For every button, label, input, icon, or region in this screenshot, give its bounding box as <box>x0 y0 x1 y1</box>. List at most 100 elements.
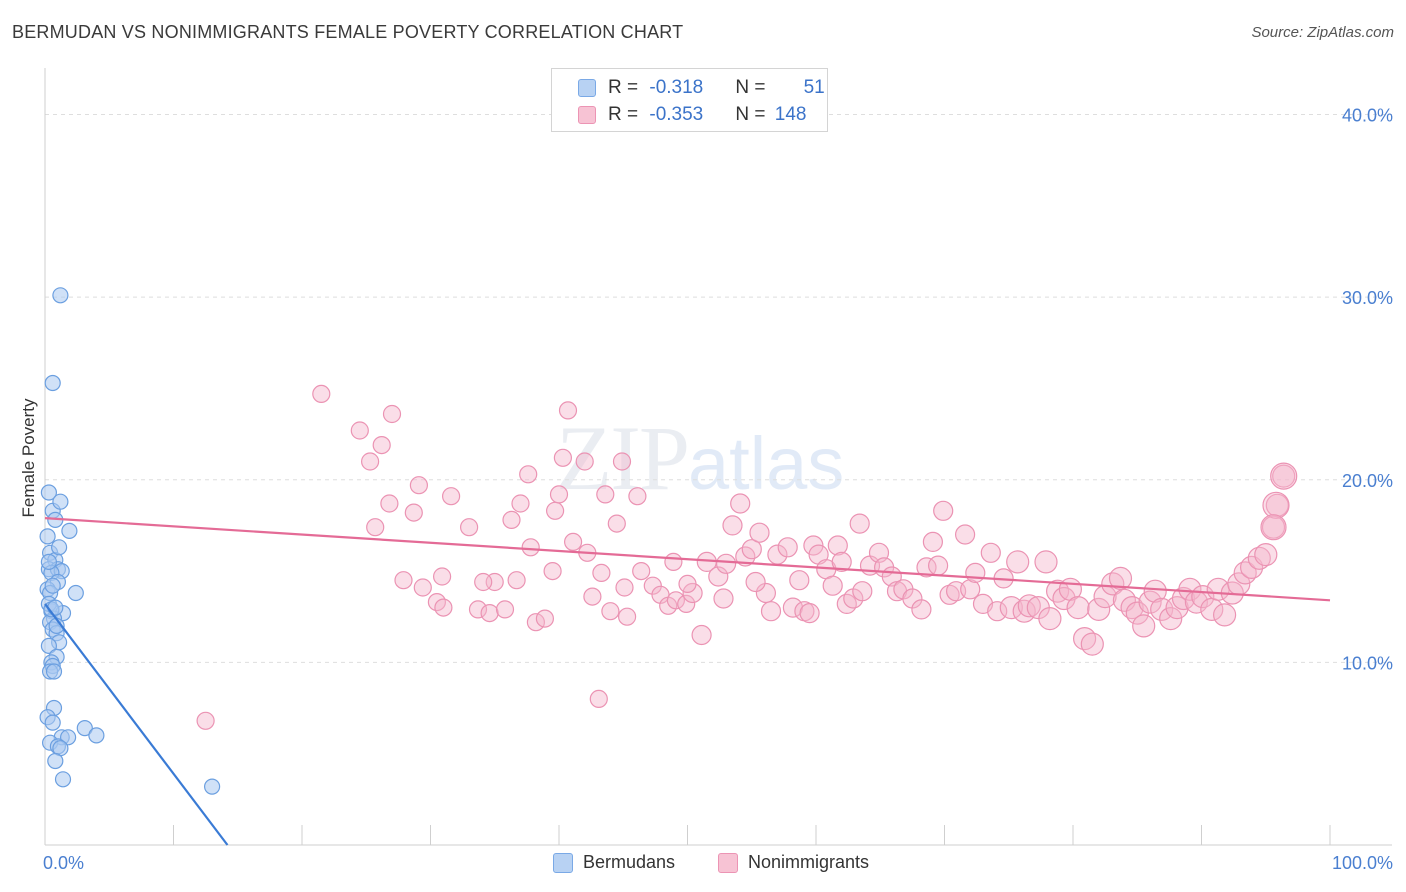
scatter-point <box>1212 603 1237 627</box>
scatter-point <box>1247 546 1271 570</box>
legend-n-label: N = <box>735 103 771 125</box>
scatter-point <box>52 493 69 510</box>
scatter-point <box>777 537 798 558</box>
scatter-point <box>677 594 696 614</box>
scatter-point <box>1260 514 1287 541</box>
scatter-point <box>1159 606 1183 631</box>
scatter-point <box>361 452 380 471</box>
scatter-point <box>196 711 215 730</box>
scatter-point <box>789 570 810 591</box>
scatter-point <box>45 663 63 680</box>
scatter-point <box>521 538 540 557</box>
scatter-point <box>682 582 703 604</box>
scatter-point <box>589 689 608 709</box>
scatter-point <box>922 531 944 553</box>
bottom-legend-label-nonimmigrants: Nonimmigrants <box>748 852 870 872</box>
scatter-point <box>1087 597 1111 622</box>
scatter-point <box>507 571 526 590</box>
bottom-legend-swatch-bermudans <box>553 852 573 873</box>
scatter-point <box>502 510 521 530</box>
scatter-point <box>691 624 712 646</box>
scatter-point <box>40 553 58 571</box>
scatter-point <box>822 575 843 596</box>
series-nonimmigrants <box>196 384 1298 730</box>
scatter-point <box>596 485 615 504</box>
scatter-point <box>54 771 72 788</box>
scatter-point <box>1262 491 1290 519</box>
trend-line-bermudans <box>44 603 229 846</box>
scatter-point <box>632 561 651 581</box>
scatter-point <box>44 374 61 392</box>
scatter-point <box>1034 550 1058 574</box>
scatter-point <box>366 518 385 537</box>
scatter-point <box>1143 579 1167 603</box>
scatter-point <box>1254 542 1278 567</box>
scatter-point <box>543 561 562 581</box>
scatter-point <box>708 566 729 587</box>
legend-n-value: 51 <box>803 76 825 98</box>
scatter-point <box>617 607 637 626</box>
legend-r-value: -0.318 <box>649 76 704 98</box>
scatter-point <box>749 522 770 543</box>
scatter-point <box>615 578 634 597</box>
scatter-point <box>1138 590 1162 614</box>
legend: R = -0.318 N = 51 R = -0.353 N = 148 <box>551 68 828 132</box>
scatter-point <box>204 778 221 795</box>
scatter-point <box>495 600 515 619</box>
scatter-point <box>954 524 976 545</box>
legend-n-value: 148 <box>774 103 807 125</box>
scatter-point <box>965 562 986 584</box>
scatter-point <box>960 579 981 600</box>
axes <box>44 68 1392 846</box>
scatter-point <box>911 599 932 620</box>
scatter-point <box>545 501 565 520</box>
scatter-point <box>47 752 64 770</box>
scatter-point <box>413 578 432 597</box>
scatter-point <box>380 494 399 513</box>
scatter-point <box>1272 464 1296 488</box>
scatter-point <box>372 436 391 455</box>
scatter-point <box>549 485 569 504</box>
scatter-point <box>987 601 1008 622</box>
scatter-point <box>927 555 949 576</box>
scatter-point <box>601 602 620 621</box>
scatter-point <box>40 484 58 501</box>
scatter-point <box>799 602 820 624</box>
scatter-point <box>52 287 69 304</box>
scatter-point <box>730 493 751 514</box>
tick-labels: 10.0% 20.0% 30.0% 40.0% 0.0% 100.0% <box>43 106 1393 873</box>
scatter-point <box>1265 493 1289 517</box>
scatter-point <box>442 487 461 506</box>
legend-row-bermudans: R = -0.318 N = 51 <box>552 74 825 101</box>
scatter-point <box>713 588 734 609</box>
scatter-point <box>519 465 538 484</box>
scatter-point <box>67 584 84 602</box>
trend-lines <box>44 517 1331 846</box>
chart-title: BERMUDAN VS NONIMMIGRANTS FEMALE POVERTY… <box>12 22 684 42</box>
scatter-point <box>404 503 423 522</box>
scatter-point <box>1270 462 1298 490</box>
watermark: ZIPatlas <box>556 405 844 511</box>
scatter-point <box>827 535 848 556</box>
scatter-point <box>553 448 573 467</box>
scatter-point <box>558 401 578 420</box>
scatter-point <box>563 532 583 552</box>
scatter-point <box>715 553 737 574</box>
scatter-point <box>741 539 762 560</box>
scatter-point <box>474 572 493 592</box>
scatter-point <box>433 567 452 586</box>
scatter-point <box>678 574 697 594</box>
y-tick-label: 10.0% <box>1342 653 1393 673</box>
scatter-point <box>409 476 428 495</box>
scatter-point <box>434 598 453 617</box>
scatter-point <box>831 551 852 573</box>
bottom-legend-swatch-nonimmigrants <box>718 852 738 873</box>
scatter-point <box>88 727 105 744</box>
legend-n-label: N = <box>735 76 771 98</box>
y-tick-label: 40.0% <box>1342 106 1393 126</box>
scatter-point <box>44 577 61 594</box>
scatter-point <box>382 404 402 424</box>
scatter-point <box>535 609 555 628</box>
scatter-point <box>76 719 93 737</box>
legend-row-nonimmigrants: R = -0.353 N = 148 <box>552 101 815 128</box>
